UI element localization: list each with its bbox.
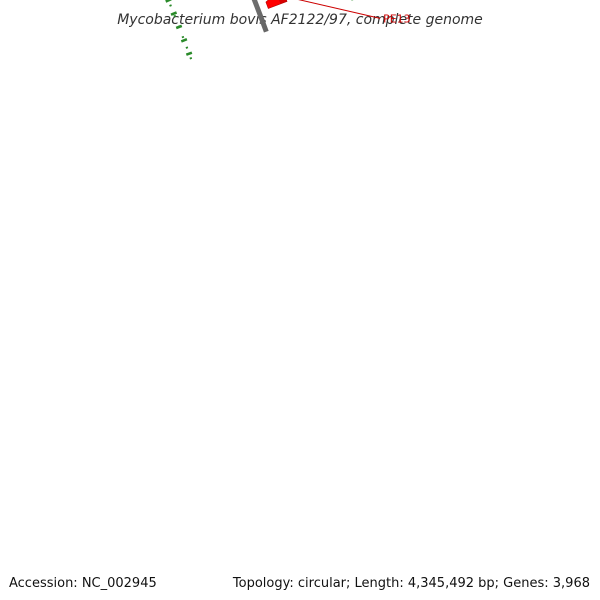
gene-features <box>265 0 288 9</box>
ruler-inner <box>167 0 193 60</box>
tick-mark <box>180 37 188 43</box>
tick-marks <box>165 0 193 56</box>
tick-mark <box>165 0 172 3</box>
gene-pe13 <box>265 0 288 9</box>
map-title: Mycobacterium bovis AF2122/97, complete … <box>117 12 483 28</box>
accession-text: Accession: NC_002945 <box>9 576 157 591</box>
ruler-dots-inner <box>167 0 193 60</box>
tick-mark <box>170 11 178 16</box>
tick-mark <box>175 24 183 30</box>
gene-label-pe13[interactable]: PE13 <box>383 12 411 25</box>
tick-mark <box>185 51 193 56</box>
leader-line-pe13 <box>298 0 381 19</box>
gene-labels: 1341 kbp1342 kbp1343 kbp1344 kbp1345 kbp… <box>298 0 411 25</box>
genome-summary-text: Topology: circular; Length: 4,345,492 bp… <box>232 576 590 591</box>
